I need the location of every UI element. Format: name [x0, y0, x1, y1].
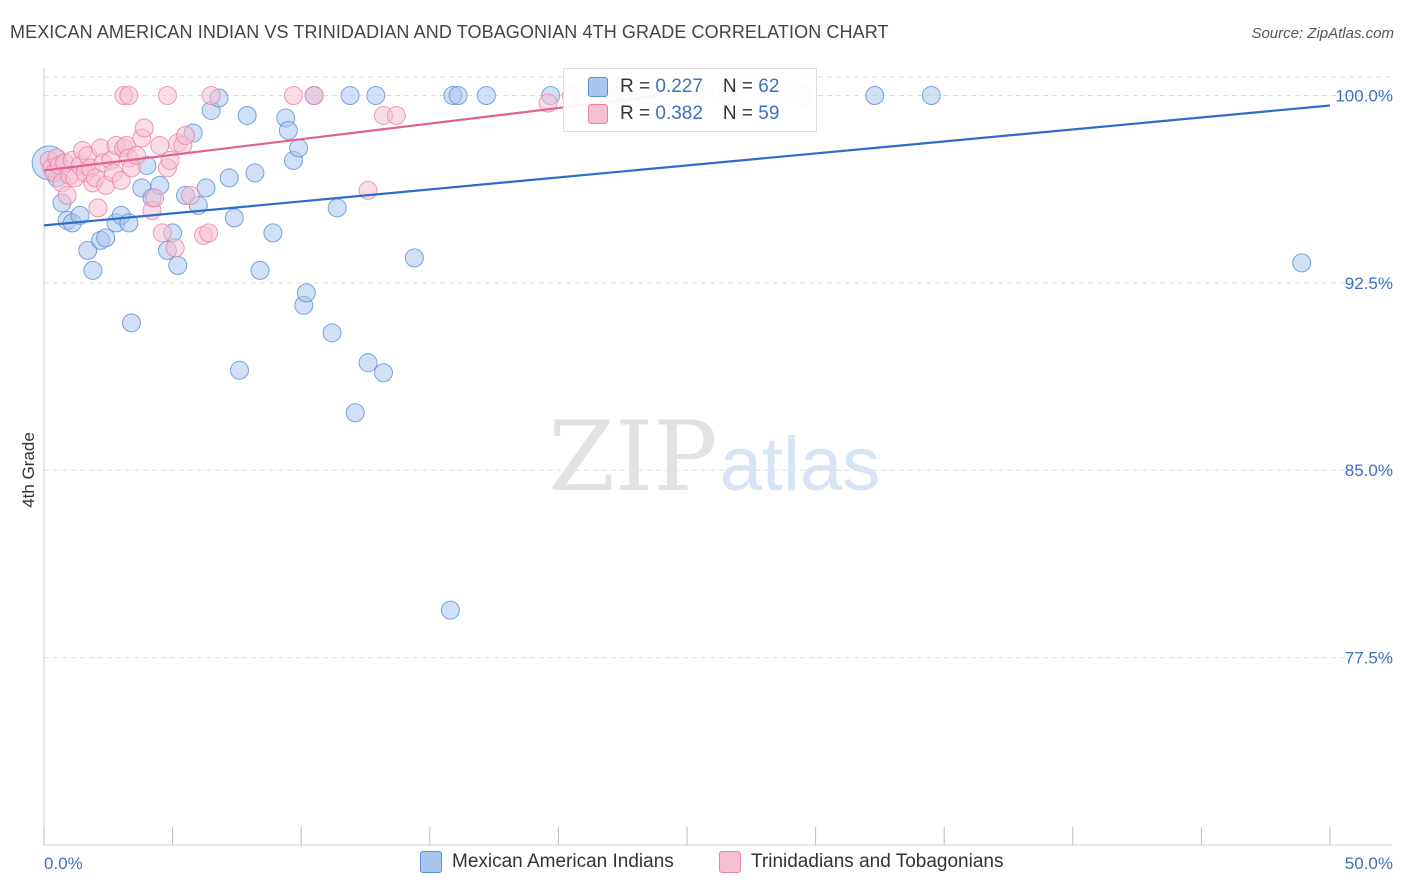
data-point-blue — [374, 363, 394, 383]
tick-labels: 100.0% 92.5% 85.0% 77.5% 0.0% 50.0% — [44, 86, 1393, 873]
y-tick-label: 100.0% — [1335, 86, 1393, 105]
data-point-pink — [57, 185, 77, 205]
series-legend-label: Mexican American Indians — [452, 851, 674, 872]
data-point-pink — [165, 238, 185, 258]
data-point-blue — [340, 85, 360, 105]
legend-n-label: N = — [722, 76, 759, 97]
data-point-pink — [157, 85, 177, 105]
data-point-blue — [1292, 253, 1312, 273]
data-point-blue — [219, 168, 239, 188]
data-point-blue — [196, 178, 216, 198]
legend-swatch-blue — [588, 77, 608, 97]
data-point-pink — [181, 185, 201, 205]
chart-title: MEXICAN AMERICAN INDIAN VS TRINIDADIAN A… — [10, 22, 889, 42]
data-point-pink — [283, 85, 303, 105]
data-point-blue — [296, 283, 316, 303]
data-point-pink — [134, 118, 154, 138]
series-legend-item-blue: Mexican American Indians — [420, 851, 674, 873]
data-points — [31, 85, 1312, 620]
legend-r-value: 0.382 — [655, 103, 703, 124]
data-point-blue — [237, 105, 257, 125]
data-point-blue — [345, 403, 365, 423]
data-point-pink — [111, 170, 131, 190]
data-point-blue — [865, 85, 885, 105]
data-point-blue — [229, 360, 249, 380]
correlation-legend: R = 0.227 N = 62 R = 0.382 N = 59 — [563, 68, 817, 132]
data-point-pink — [88, 198, 108, 218]
data-point-blue — [263, 223, 283, 243]
data-point-blue — [358, 353, 378, 373]
legend-swatch-pink — [588, 104, 608, 124]
x-tick-label: 0.0% — [44, 854, 83, 873]
data-point-blue — [327, 198, 347, 218]
watermark-zip: ZIP — [548, 401, 717, 513]
trend-line-blue — [43, 104, 1331, 227]
series-swatch-blue — [420, 851, 442, 873]
data-point-blue — [121, 313, 141, 333]
data-point-blue — [168, 255, 188, 275]
trend-lines — [43, 94, 1331, 227]
legend-r-label: R = — [620, 76, 656, 97]
data-point-blue — [250, 260, 270, 280]
legend-n-label: N = — [722, 103, 759, 124]
legend-row-pink: R = 0.382 N = 59 — [588, 102, 779, 126]
series-swatch-pink — [719, 851, 741, 873]
watermark-atlas: atlas — [720, 422, 881, 507]
data-point-pink — [199, 223, 219, 243]
data-point-blue — [70, 205, 90, 225]
data-point-pink — [152, 223, 172, 243]
y-tick-label: 77.5% — [1345, 649, 1393, 668]
data-point-pink — [127, 145, 147, 165]
data-point-blue — [366, 85, 386, 105]
data-point-blue — [404, 248, 424, 268]
data-point-blue — [921, 85, 941, 105]
data-point-pink — [175, 125, 195, 145]
series-legend: Mexican American Indians Trinidadians an… — [0, 851, 1406, 879]
series-legend-item-pink: Trinidadians and Tobagonians — [719, 851, 1003, 873]
data-point-blue — [322, 323, 342, 343]
data-point-pink — [150, 135, 170, 155]
legend-row-blue: R = 0.227 N = 62 — [588, 75, 779, 99]
data-point-pink — [145, 188, 165, 208]
data-point-blue — [245, 163, 265, 183]
axes — [43, 68, 1392, 846]
watermark: ZIP atlas — [548, 401, 880, 513]
data-point-blue — [224, 208, 244, 228]
data-point-pink — [538, 93, 558, 113]
data-point-blue — [83, 260, 103, 280]
y-tick-label: 85.0% — [1345, 461, 1393, 480]
data-point-blue — [440, 600, 460, 620]
legend-n-value: 62 — [758, 76, 780, 97]
legend-r-value: 0.227 — [655, 76, 703, 97]
legend-n-value: 59 — [758, 103, 780, 124]
series-legend-label: Trinidadians and Tobagonians — [751, 851, 1004, 872]
y-axis-label: 4th Grade — [19, 432, 38, 508]
data-point-blue — [78, 240, 98, 260]
data-point-blue — [96, 228, 116, 248]
legend-r-label: R = — [620, 103, 656, 124]
x-tick-label: 50.0% — [1345, 854, 1393, 873]
data-point-blue — [448, 85, 468, 105]
y-tick-label: 92.5% — [1345, 274, 1393, 293]
data-point-pink — [201, 85, 221, 105]
data-point-pink — [386, 105, 406, 125]
data-point-pink — [304, 85, 324, 105]
source-label: Source: ZipAtlas.com — [1251, 25, 1394, 42]
data-point-blue — [476, 85, 496, 105]
data-point-blue — [278, 120, 298, 140]
data-point-pink — [119, 85, 139, 105]
data-point-blue — [289, 138, 309, 158]
trend-line-pink — [43, 94, 662, 172]
